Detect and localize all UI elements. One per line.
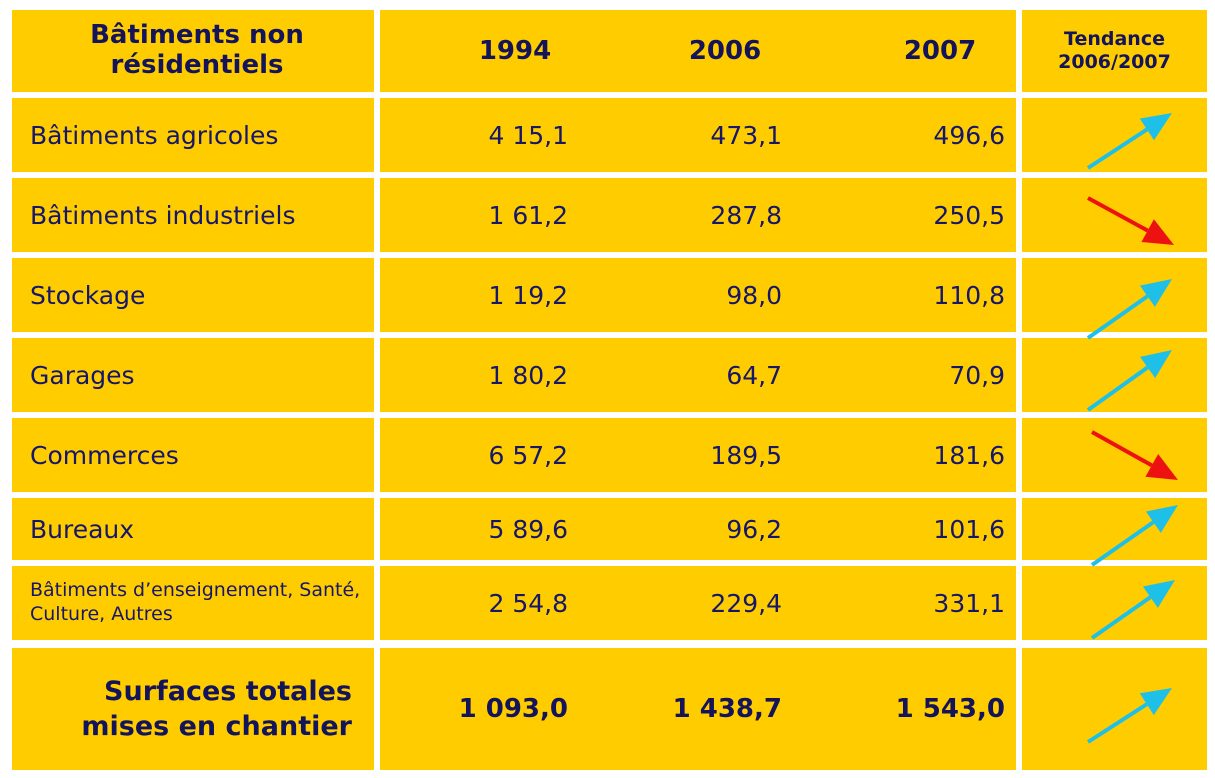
values-cell: 4 15,1 473,1 496,6 [380,98,1016,172]
arrow-shaft [1086,365,1149,412]
arrow-head [1141,219,1174,245]
row-label: Bâtiments industriels [30,200,296,230]
row-value: 96,2 [726,514,782,544]
row-value: 496,6 [933,120,1005,150]
row-value: 101,6 [933,514,1005,544]
row-value: 1 61,2 [488,200,568,230]
trend-cell [1022,338,1207,412]
row-value: 331,1 [933,588,1005,618]
values-cell: 2 54,8 229,4 331,1 [380,566,1016,640]
row-label: Bâtiments d’enseignement, Santé, Culture… [30,579,361,625]
row-value: 110,8 [933,280,1005,310]
row-value: 473,1 [710,120,782,150]
values-cell: 1 093,0 1 438,7 1 543,0 [380,648,1016,770]
row-label: Garages [30,360,135,390]
header-year: 2007 [903,36,977,66]
row-value: 6 57,2 [488,440,568,470]
label-cell: Bureaux [12,498,374,560]
row-value: 1 19,2 [488,280,568,310]
header-label: Bâtiments non résidentiels [90,20,304,80]
row-label: Commerces [30,440,179,470]
total-value: 1 543,0 [895,694,1005,724]
header-year: 2006 [688,36,762,66]
arrow-head [1139,113,1172,141]
total-value: 1 093,0 [458,694,568,724]
arrow-head [1142,580,1175,608]
row-value: 1 80,2 [488,360,568,390]
label-cell: Stockage [12,258,374,332]
label-cell: Bâtiments agricoles [12,98,374,172]
arrow-shaft [1087,196,1149,233]
row-value: 189,5 [710,440,782,470]
row-value: 64,7 [726,360,782,390]
label-cell: Bâtiments d’enseignement, Santé, Culture… [12,566,374,640]
row-value: 181,6 [933,440,1005,470]
arrow-shaft [1090,520,1155,567]
trend-cell [1022,648,1207,770]
row-value: 5 89,6 [488,514,568,544]
total-label: Surfaces totales mises en chantier [81,675,352,742]
arrow-shaft [1086,127,1148,170]
arrow-shaft [1090,595,1152,640]
trend-cell: Tendance 2006/2007 [1022,10,1207,92]
header-year: 1994 [478,36,552,66]
trend-cell [1022,566,1207,640]
row-label: Bureaux [30,514,135,544]
row-value: 70,9 [949,360,1005,390]
arrow-head [1140,350,1172,379]
row-value: 287,8 [710,200,782,230]
values-cell: 6 57,2 189,5 181,6 [380,418,1016,492]
row-value: 250,5 [933,200,1005,230]
values-cell: 1 61,2 287,8 250,5 [380,178,1016,252]
arrow-shaft [1091,430,1153,468]
header-trend: Tendance 2006/2007 [1058,28,1171,73]
row-value: 2 54,8 [488,588,568,618]
label-cell: Surfaces totales mises en chantier [12,648,374,770]
trend-cell [1022,98,1207,172]
values-cell: 1994 2006 2007 [380,10,1016,92]
label-cell: Bâtiments industriels [12,178,374,252]
row-label: Stockage [30,280,146,310]
arrow-head [1145,505,1178,533]
row-label: Bâtiments agricoles [30,120,279,150]
arrow-head [1139,688,1172,716]
label-cell: Commerces [12,418,374,492]
row-value: 229,4 [710,588,782,618]
trend-cell [1022,178,1207,252]
values-cell: 1 19,2 98,0 110,8 [380,258,1016,332]
row-value: 4 15,1 [488,120,568,150]
arrow-head [1145,454,1178,480]
row-value: 98,0 [726,280,782,310]
values-cell: 5 89,6 96,2 101,6 [380,498,1016,560]
label-cell: Bâtiments non résidentiels [12,10,374,92]
arrow-head [1139,279,1172,307]
arrow-shaft [1086,702,1148,744]
total-value: 1 438,7 [672,694,782,724]
values-cell: 1 80,2 64,7 70,9 [380,338,1016,412]
label-cell: Garages [12,338,374,412]
arrow-shaft [1086,294,1149,340]
